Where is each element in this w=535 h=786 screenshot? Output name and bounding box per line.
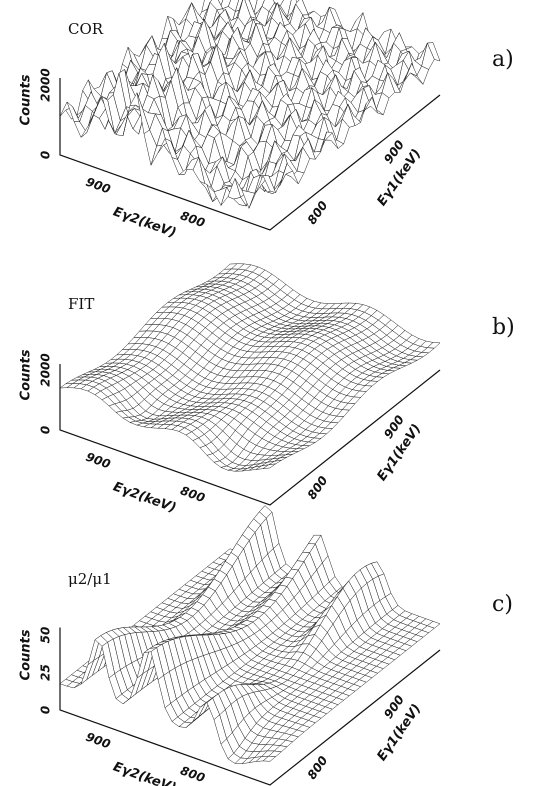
panel-label: c) [492,592,513,617]
z-tick-label: 0 [39,426,53,434]
surface-cell [262,755,277,762]
z-axis-label: Counts [19,349,34,400]
x-tick-label: 800 [179,208,207,230]
x-tick-label: 900 [84,450,112,472]
y-tick-label: 800 [305,753,331,782]
axis-line [59,364,441,506]
z-axis-label: Counts [19,629,34,680]
panel-title: μ2/μ1 [68,570,112,588]
y-tick-label: 800 [305,473,331,502]
surface-cell [262,175,277,194]
panel-label: b) [492,315,515,340]
z-tick-label: 2000 [39,353,53,386]
x-axis-label: Eγ2(keV) [111,479,178,516]
panel-label: a) [492,47,514,72]
x-tick-label: 800 [179,763,207,785]
z-tick-label: 0 [39,706,53,714]
x-axis-label: Eγ2(keV) [111,204,178,241]
panel-title: COR [68,20,104,38]
x-tick-label: 900 [84,730,112,752]
panel-title: FIT [68,295,94,313]
z-tick-label: 2000 [39,68,53,101]
z-tick-label: 50 [39,627,53,644]
x-tick-label: 800 [179,483,207,505]
z-axis-label: Counts [19,74,34,125]
axis-line [59,627,441,786]
z-tick-label: 0 [39,151,53,159]
z-tick-label: 25 [39,664,53,681]
x-axis-label: Eγ2(keV) [111,759,178,786]
y-tick-label: 800 [305,198,331,227]
surface-cell [262,463,276,469]
x-tick-label: 900 [84,175,112,197]
